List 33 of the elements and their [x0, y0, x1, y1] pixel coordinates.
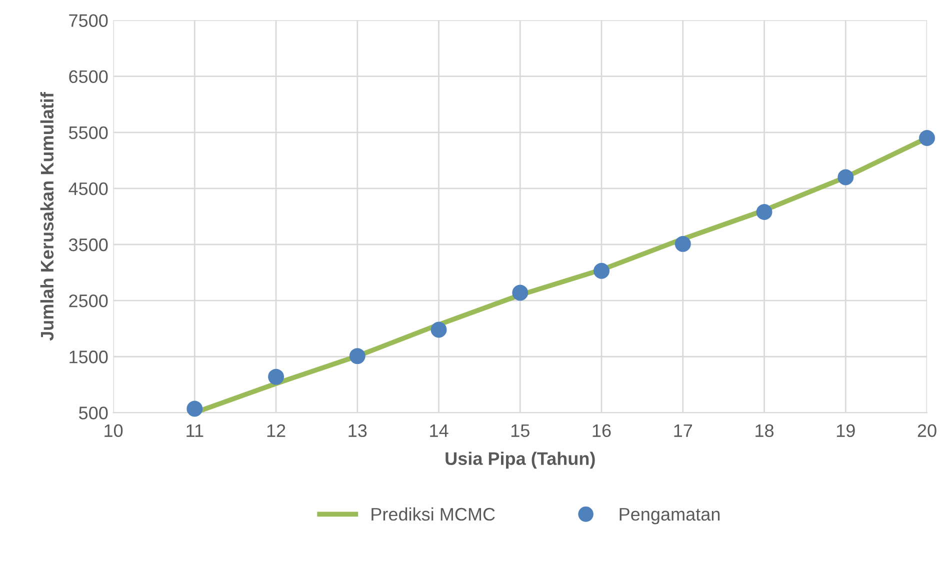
- point: [186, 400, 203, 417]
- x-tick-label: 15: [511, 424, 530, 438]
- x-tick-label: 11: [186, 424, 204, 437]
- point: [756, 204, 772, 220]
- legend-label: Pengamatan: [620, 508, 720, 524]
- point: [349, 348, 366, 364]
- point: [430, 322, 447, 338]
- point: [268, 368, 284, 385]
- y-tick-label: 7500: [69, 14, 108, 27]
- x-tick-label: 16: [592, 424, 611, 438]
- point: [838, 169, 854, 186]
- y-tick-label: 4500: [68, 182, 108, 196]
- x-tick-label: 17: [674, 424, 692, 437]
- x-tick-label: 18: [756, 424, 774, 438]
- x-tick-label: 12: [267, 424, 286, 437]
- y-tick-label: 6500: [69, 70, 108, 84]
- point: [512, 284, 528, 301]
- y-tick-label: 2500: [69, 294, 108, 308]
- point: [919, 130, 935, 146]
- y-tick-label: 500: [79, 406, 108, 420]
- y-tick-label: 5500: [68, 126, 108, 140]
- point: [674, 236, 691, 252]
- x-tick-label: 14: [430, 424, 448, 437]
- x-tick-label: 10: [104, 424, 123, 438]
- y-tick-label: 1500: [70, 350, 108, 364]
- x-tick-label: 19: [836, 424, 855, 438]
- y-tick-label: 3500: [68, 238, 108, 252]
- x-tick-label: 20: [918, 424, 936, 438]
- y-axis-title: Jumlah Kerusakan Kumulatif: [40, 92, 54, 341]
- legend-label: Prediksi MCMC: [372, 507, 495, 521]
- point: [594, 262, 610, 279]
- x-tick-label: 13: [348, 424, 367, 438]
- x-axis-title: Usia Pipa (Tahun): [446, 452, 595, 469]
